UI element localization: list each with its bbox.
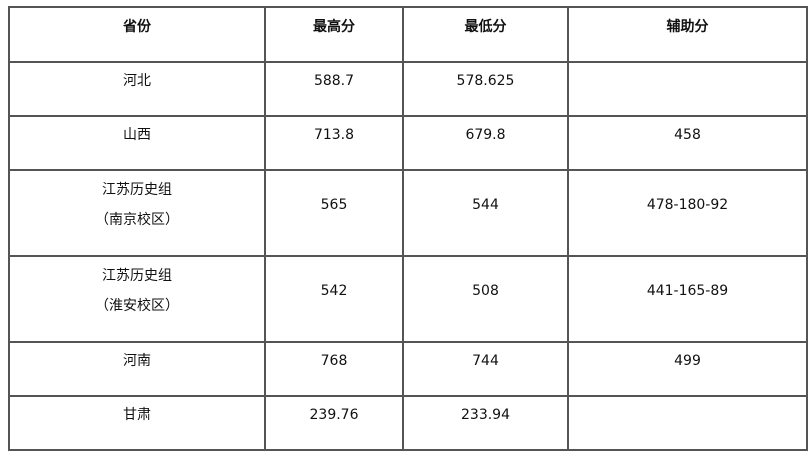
cell-aux: 441-165-89 xyxy=(567,255,808,343)
table-row: 河北 588.7 578.625 xyxy=(8,61,808,117)
cell-aux xyxy=(567,61,808,117)
header-max: 最高分 xyxy=(264,6,404,63)
cell-province: 河北 xyxy=(8,61,266,117)
cell-max: 588.7 xyxy=(264,61,404,117)
cell-aux: 458 xyxy=(567,115,808,171)
cell-province: 甘肃 xyxy=(8,395,266,451)
table-row: 山西 713.8 679.8 458 xyxy=(8,115,808,171)
cell-max: 542 xyxy=(264,255,404,343)
cell-min: 578.625 xyxy=(402,61,569,117)
cell-max: 768 xyxy=(264,341,404,397)
table-row: 江苏历史组 （南京校区） 565 544 478-180-92 xyxy=(8,169,808,257)
cell-min: 679.8 xyxy=(402,115,569,171)
cell-province: 河南 xyxy=(8,341,266,397)
cell-province: 山西 xyxy=(8,115,266,171)
cell-min: 544 xyxy=(402,169,569,257)
header-min: 最低分 xyxy=(402,6,569,63)
table-row: 甘肃 239.76 233.94 xyxy=(8,395,808,451)
cell-aux xyxy=(567,395,808,451)
table-row: 河南 768 744 499 xyxy=(8,341,808,397)
score-table: 省份 最高分 最低分 辅助分 河北 588.7 578.625 山西 713.8… xyxy=(8,6,808,451)
header-province: 省份 xyxy=(8,6,266,63)
cell-aux: 499 xyxy=(567,341,808,397)
table-row: 江苏历史组 （淮安校区） 542 508 441-165-89 xyxy=(8,255,808,343)
cell-min: 508 xyxy=(402,255,569,343)
cell-province: 江苏历史组 （淮安校区） xyxy=(8,255,266,343)
header-row: 省份 最高分 最低分 辅助分 xyxy=(8,6,808,63)
cell-max: 239.76 xyxy=(264,395,404,451)
cell-min: 233.94 xyxy=(402,395,569,451)
header-aux: 辅助分 xyxy=(567,6,808,63)
cell-min: 744 xyxy=(402,341,569,397)
cell-province: 江苏历史组 （南京校区） xyxy=(8,169,266,257)
cell-aux: 478-180-92 xyxy=(567,169,808,257)
cell-max: 565 xyxy=(264,169,404,257)
cell-max: 713.8 xyxy=(264,115,404,171)
